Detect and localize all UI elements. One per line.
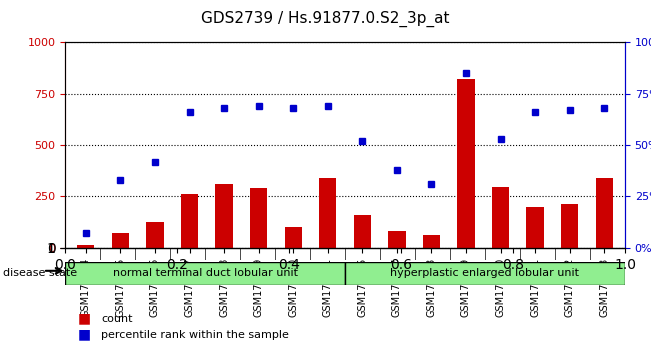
Text: ■: ■ (78, 327, 91, 342)
Text: count: count (101, 314, 132, 324)
Bar (458, 79, 475, 248)
Bar (596, 178, 613, 248)
Bar (250, 188, 268, 248)
Bar (353, 215, 371, 248)
Text: ■: ■ (78, 312, 91, 326)
Bar (561, 204, 578, 248)
Bar (422, 235, 440, 248)
Bar (112, 233, 129, 248)
Bar (388, 232, 406, 248)
Bar (215, 184, 232, 248)
Bar (181, 194, 198, 248)
Text: hyperplastic enlarged lobular unit: hyperplastic enlarged lobular unit (391, 268, 579, 279)
Text: normal terminal duct lobular unit: normal terminal duct lobular unit (113, 268, 298, 279)
Bar (492, 187, 509, 248)
Bar (77, 245, 94, 248)
Text: percentile rank within the sample: percentile rank within the sample (101, 330, 289, 339)
Bar (284, 227, 302, 248)
Text: GDS2739 / Hs.91877.0.S2_3p_at: GDS2739 / Hs.91877.0.S2_3p_at (201, 11, 450, 27)
Bar (319, 178, 337, 248)
Bar (527, 207, 544, 248)
Text: disease state: disease state (3, 268, 77, 278)
FancyBboxPatch shape (345, 262, 625, 285)
FancyBboxPatch shape (65, 262, 345, 285)
Bar (146, 222, 163, 248)
